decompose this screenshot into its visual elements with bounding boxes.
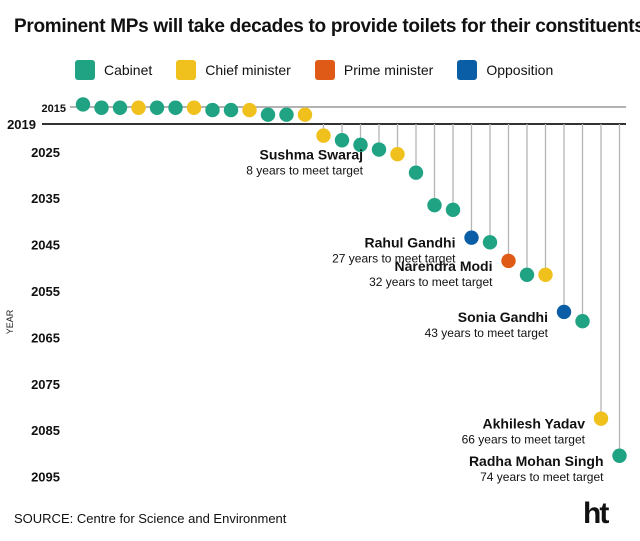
chart-title: Prominent MPs will take decades to provi… (14, 16, 640, 37)
legend-item-cabinet: Cabinet (75, 60, 152, 80)
data-point (445, 202, 461, 218)
data-point (334, 133, 350, 148)
data-point (316, 128, 331, 143)
data-point (612, 448, 627, 463)
data-point (593, 411, 609, 426)
y-tick-label: 2035 (31, 191, 60, 206)
data-point (75, 97, 91, 112)
y-tick-label: 2085 (31, 423, 60, 438)
source-note: SOURCE: Centre for Science and Environme… (14, 511, 287, 526)
data-point (168, 100, 183, 115)
legend-swatch-chief-minister (176, 60, 197, 80)
annotation-name: Akhilesh Yadav (483, 416, 586, 432)
y-tick-label: 2095 (31, 470, 60, 485)
legend-label: Prime minister (343, 62, 434, 78)
annotation-years: 32 years to meet target (369, 275, 493, 289)
y-axis-label: YEAR (5, 309, 15, 334)
data-point (297, 107, 313, 122)
y-tick-label: 2065 (31, 330, 60, 345)
legend-item-chief-minister: Chief minister (176, 60, 291, 80)
legend-label: Chief minister (205, 62, 291, 78)
data-point (519, 267, 535, 282)
annotation-name: Rahul Gandhi (365, 235, 456, 251)
legend-swatch-cabinet (75, 60, 95, 80)
ht-logo: ht (583, 497, 609, 530)
annotation-name: Sushma Swaraj (260, 147, 364, 163)
legend: Cabinet Chief minister Prime minister Op… (75, 60, 577, 80)
annotation-name: Radha Mohan Singh (469, 453, 604, 469)
data-point (131, 100, 146, 115)
data-point (279, 107, 294, 122)
annotation-years: 66 years to meet target (462, 433, 586, 447)
legend-label: Opposition (486, 62, 554, 78)
annotation-name: Sonia Gandhi (458, 309, 548, 325)
annotation-years: 8 years to meet target (246, 164, 363, 178)
data-point (260, 107, 276, 122)
data-point (149, 100, 165, 115)
y-tick-label: 2045 (31, 238, 60, 253)
data-point (427, 198, 442, 213)
data-point (353, 137, 368, 153)
y-tick-label: 2015 (42, 103, 66, 115)
data-point (223, 102, 239, 118)
y-tick-label: 2025 (31, 145, 60, 160)
data-point (186, 100, 202, 115)
data-point (575, 314, 590, 329)
data-point (482, 235, 498, 250)
annotation-years: 43 years to meet target (425, 326, 549, 340)
data-point (112, 100, 128, 115)
data-point (371, 142, 387, 157)
data-point (538, 267, 553, 282)
y-tick-label: 2055 (31, 284, 60, 299)
data-point (205, 102, 220, 118)
y-tick-label: 2075 (31, 377, 60, 392)
data-point (94, 100, 109, 115)
legend-swatch-opposition (457, 60, 478, 80)
y-tick-label: 2019 (7, 117, 36, 132)
annotation-name: Narendra Modi (394, 258, 492, 274)
legend-label: Cabinet (104, 62, 153, 78)
data-point (556, 304, 572, 320)
legend-item-prime-minister: Prime minister (314, 60, 434, 80)
data-point (408, 165, 424, 180)
data-point (501, 253, 516, 269)
data-point (390, 146, 405, 162)
annotation-years: 74 years to meet target (480, 470, 604, 484)
legend-swatch-prime-minister (314, 60, 335, 80)
annotation-years: 27 years to meet target (332, 252, 456, 266)
legend-item-opposition: Opposition (457, 60, 553, 80)
data-point (464, 230, 479, 245)
data-point (242, 102, 257, 118)
